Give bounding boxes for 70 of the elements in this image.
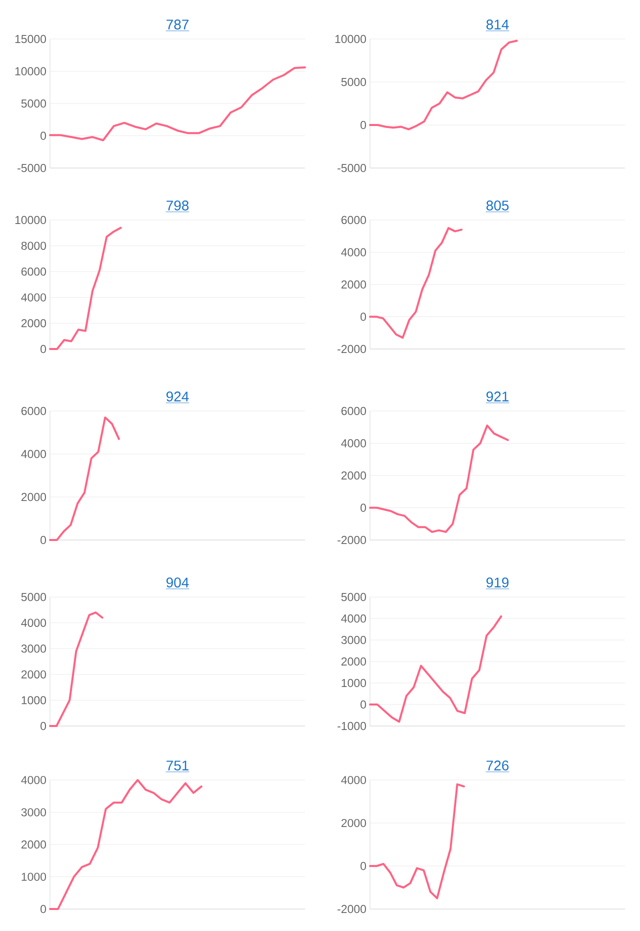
y-tick-label: 0 <box>40 722 46 730</box>
chart-title: 919 <box>486 578 509 588</box>
chart-title: 787 <box>166 20 188 30</box>
y-tick-label: 5000 <box>341 592 366 602</box>
chart-title: 921 <box>486 392 508 402</box>
y-tick-label: 5000 <box>21 592 46 602</box>
y-tick-label: -5000 <box>338 164 366 172</box>
y-tick-label: 4000 <box>21 618 46 627</box>
line-series <box>369 783 465 900</box>
y-tick-label: -5000 <box>18 164 46 172</box>
y-tick-label: 5000 <box>341 78 366 86</box>
y-tick-label: 4000 <box>341 439 366 448</box>
y-tick-label: 0 <box>40 132 46 140</box>
y-tick-label: 4000 <box>341 248 366 256</box>
y-tick-label: -1000 <box>338 722 366 730</box>
y-tick-label: 6000 <box>21 268 46 276</box>
y-tick-label: 0 <box>360 700 366 709</box>
y-tick-label: 0 <box>360 312 366 321</box>
y-tick-label: 0 <box>360 120 366 130</box>
y-tick-label: -2000 <box>338 344 366 354</box>
y-tick-label: -2000 <box>338 904 366 914</box>
line-series <box>49 66 306 142</box>
y-tick-label: 2000 <box>341 280 366 289</box>
chart-title: 805 <box>486 200 509 210</box>
y-tick-label: 2000 <box>21 492 46 502</box>
y-tick-label: 10000 <box>15 67 46 76</box>
y-tick-label: 4000 <box>21 293 46 302</box>
y-tick-label: 1000 <box>22 696 46 704</box>
y-tick-label: 1000 <box>22 872 46 881</box>
y-tick-label: 15000 <box>15 34 46 44</box>
y-tick-label: 2000 <box>341 818 366 828</box>
y-tick-label: 8000 <box>21 242 46 250</box>
y-tick-label: 3000 <box>341 636 366 644</box>
line-series <box>49 416 120 542</box>
y-tick-label: 2000 <box>341 471 366 480</box>
y-tick-label: 5000 <box>21 99 46 108</box>
chart-title: 751 <box>166 760 188 770</box>
chart-title: 726 <box>486 760 509 770</box>
y-tick-label: 4000 <box>341 614 366 623</box>
y-tick-label: 0 <box>40 536 46 544</box>
chart-title: 904 <box>166 578 189 588</box>
line-series <box>369 424 509 533</box>
y-tick-label: 0 <box>360 504 366 512</box>
y-tick-label: 3000 <box>21 808 46 816</box>
line-series <box>369 615 502 723</box>
y-tick-label: 0 <box>360 862 366 870</box>
y-tick-label: 6000 <box>341 406 366 416</box>
line-series <box>369 40 518 130</box>
y-tick-label: 6000 <box>21 406 46 416</box>
line-series <box>369 227 463 339</box>
y-tick-label: 2000 <box>21 319 46 328</box>
y-tick-label: 4000 <box>341 776 366 784</box>
y-tick-label: 0 <box>40 904 46 914</box>
chart-title: 814 <box>486 20 509 30</box>
y-tick-label: 4000 <box>21 450 46 458</box>
y-tick-label: 2000 <box>341 657 366 666</box>
y-tick-label: 10000 <box>15 216 46 224</box>
chart-title: 924 <box>166 392 189 402</box>
line-series <box>49 226 122 350</box>
y-tick-label: 1000 <box>342 678 366 688</box>
y-tick-label: 10000 <box>335 34 366 44</box>
y-tick-label: 2000 <box>21 840 46 849</box>
chart-title: 798 <box>166 200 189 210</box>
y-tick-label: 3000 <box>21 644 46 653</box>
y-tick-label: -2000 <box>338 536 366 544</box>
y-tick-label: 2000 <box>21 670 46 678</box>
y-tick-label: 6000 <box>341 216 366 224</box>
y-tick-label: 4000 <box>21 776 46 784</box>
y-tick-label: 0 <box>40 344 46 354</box>
line-series <box>49 611 104 728</box>
